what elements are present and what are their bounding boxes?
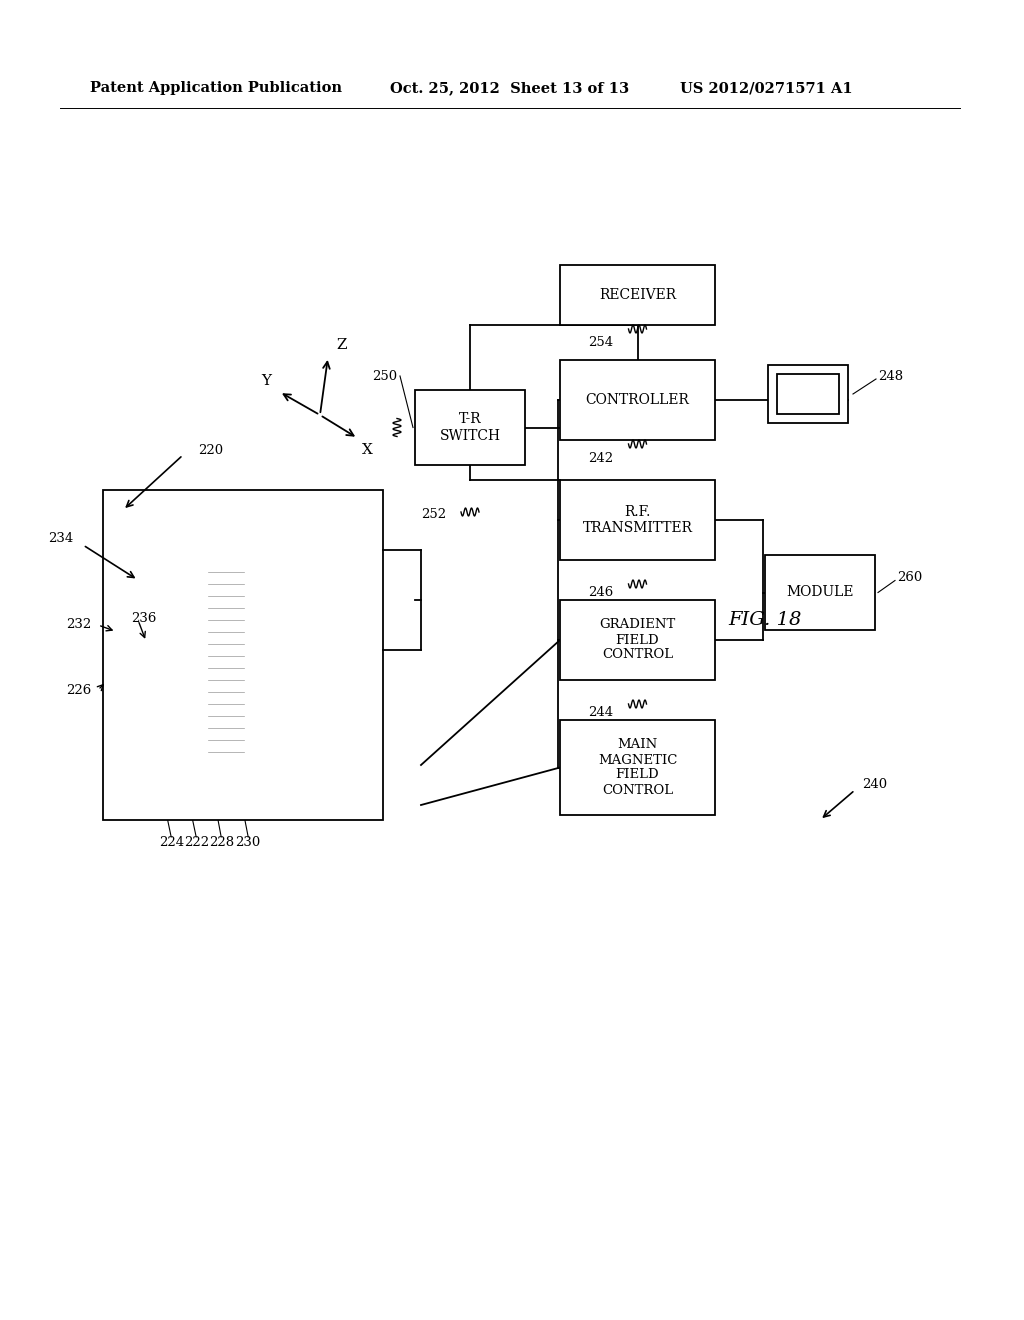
Bar xyxy=(765,554,874,630)
Text: 226: 226 xyxy=(66,684,91,697)
Bar xyxy=(560,719,715,814)
Text: T-R
SWITCH: T-R SWITCH xyxy=(439,412,501,442)
Ellipse shape xyxy=(121,544,331,779)
Text: 224: 224 xyxy=(159,836,183,849)
Ellipse shape xyxy=(178,603,274,721)
Ellipse shape xyxy=(222,653,230,669)
Ellipse shape xyxy=(170,594,283,729)
Text: 254: 254 xyxy=(589,337,613,350)
Ellipse shape xyxy=(185,611,267,713)
Bar xyxy=(103,490,383,820)
Text: X: X xyxy=(361,444,373,457)
Text: MODULE: MODULE xyxy=(786,586,854,599)
Text: RECEIVER: RECEIVER xyxy=(599,288,676,302)
Ellipse shape xyxy=(153,576,300,748)
Bar xyxy=(560,360,715,440)
Ellipse shape xyxy=(193,618,260,706)
Text: 244: 244 xyxy=(589,705,613,718)
Ellipse shape xyxy=(142,565,310,758)
Text: GRADIENT
FIELD
CONTROL: GRADIENT FIELD CONTROL xyxy=(599,619,676,661)
Text: Oct. 25, 2012  Sheet 13 of 13: Oct. 25, 2012 Sheet 13 of 13 xyxy=(390,81,629,95)
Text: Z: Z xyxy=(336,338,346,352)
Ellipse shape xyxy=(131,554,322,770)
Text: 242: 242 xyxy=(589,451,613,465)
Bar xyxy=(560,480,715,560)
Text: 234: 234 xyxy=(48,532,73,544)
Ellipse shape xyxy=(218,648,234,676)
Ellipse shape xyxy=(212,640,241,682)
Bar xyxy=(560,601,715,680)
Text: FIG. 18: FIG. 18 xyxy=(728,611,802,630)
Ellipse shape xyxy=(103,529,349,795)
Text: 260: 260 xyxy=(897,572,923,583)
Text: Y: Y xyxy=(261,374,271,388)
Text: 248: 248 xyxy=(878,370,903,383)
Bar xyxy=(777,374,839,414)
Bar xyxy=(560,265,715,325)
Text: 236: 236 xyxy=(131,611,157,624)
Text: CONTROLLER: CONTROLLER xyxy=(586,393,689,407)
Text: 220: 220 xyxy=(198,444,223,457)
Text: 222: 222 xyxy=(183,836,209,849)
Bar xyxy=(768,366,848,422)
Ellipse shape xyxy=(200,626,253,697)
Text: Patent Application Publication: Patent Application Publication xyxy=(90,81,342,95)
Ellipse shape xyxy=(206,632,246,690)
Text: 250: 250 xyxy=(372,370,397,383)
Text: 230: 230 xyxy=(236,836,261,849)
Text: 232: 232 xyxy=(66,619,91,631)
Text: 252: 252 xyxy=(421,508,446,521)
Text: R.F.
TRANSMITTER: R.F. TRANSMITTER xyxy=(583,504,692,535)
Text: MAIN
MAGNETIC
FIELD
CONTROL: MAIN MAGNETIC FIELD CONTROL xyxy=(598,738,677,796)
Text: US 2012/0271571 A1: US 2012/0271571 A1 xyxy=(680,81,853,95)
Bar xyxy=(415,389,525,465)
Text: 240: 240 xyxy=(862,779,887,792)
Ellipse shape xyxy=(162,585,290,738)
Text: 228: 228 xyxy=(209,836,233,849)
Text: 246: 246 xyxy=(588,586,613,598)
